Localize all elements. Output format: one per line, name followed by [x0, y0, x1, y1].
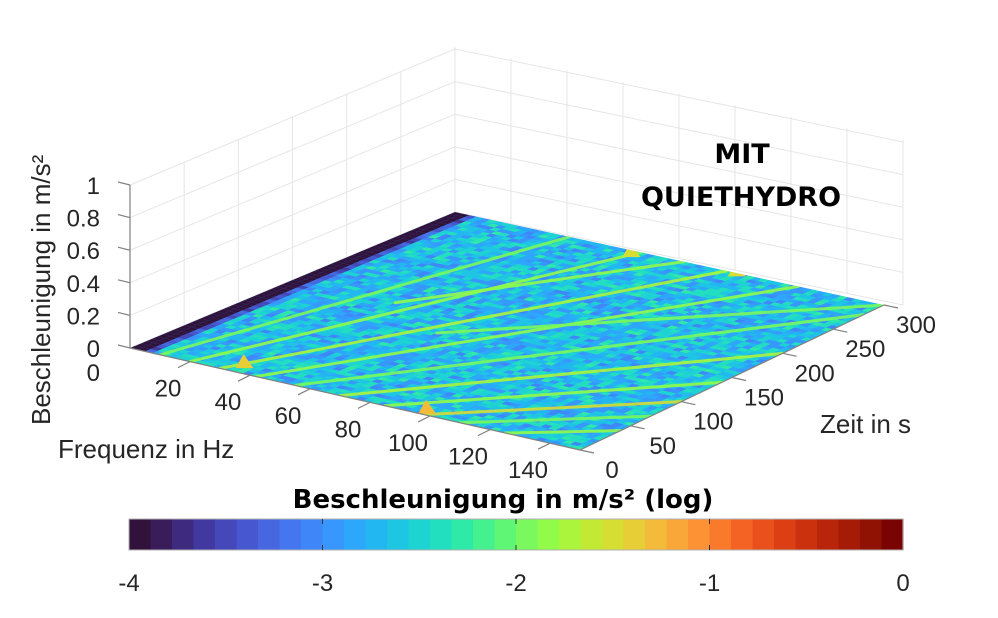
y-tick-label: 50 — [649, 433, 676, 460]
gridlines — [129, 47, 904, 349]
z-tick-label: 0.6 — [67, 238, 100, 265]
colorbar — [129, 519, 904, 550]
z-tick-label: 0 — [87, 360, 100, 387]
colorbar-tick-label: -3 — [312, 570, 333, 597]
x-tick-label: 100 — [388, 430, 428, 457]
y-tick-label: 150 — [744, 385, 784, 412]
z-tick-label: 0.4 — [67, 271, 100, 298]
colorbar-tick-label: -2 — [505, 570, 526, 597]
z-axis-label: Beschleunigung in m/s² — [26, 154, 56, 425]
y-tick-label: 100 — [693, 409, 733, 436]
x-tick-label: 40 — [215, 389, 242, 416]
annotation-line-1: MIT — [714, 139, 770, 170]
y-axis: 0 50 100 150 200 250 300 — [579, 304, 936, 484]
y-axis-label: Zeit in s — [820, 409, 911, 439]
z-axis: 0 0.2 0.4 0.6 0.8 1 0 — [67, 173, 131, 387]
colorbar-tick-label: -1 — [699, 570, 720, 597]
x-tick-label: 60 — [275, 403, 302, 430]
colorbar-ticks: -4 -3 -2 -1 0 — [118, 519, 910, 597]
x-tick-label: 20 — [155, 376, 182, 403]
z-tick-label: 0.2 — [67, 303, 100, 330]
y-tick-label: 300 — [896, 312, 936, 339]
x-tick-label: 80 — [335, 416, 362, 443]
x-axis: 20 40 60 80 100 120 140 — [129, 347, 581, 484]
colorbar-tick-label: 0 — [896, 570, 909, 597]
y-tick-label: 0 — [605, 457, 618, 484]
x-axis-label: Frequenz in Hz — [58, 434, 234, 464]
colorbar-title: Beschleunigung in m/s² (log) — [293, 485, 714, 515]
x-tick-label: 140 — [508, 457, 548, 484]
z-tick-label: 1 — [87, 173, 100, 200]
colorbar-tick-label: -4 — [118, 570, 139, 597]
z-tick-label: 0 — [87, 336, 100, 363]
y-tick-label: 200 — [795, 360, 835, 387]
y-tick-label: 250 — [845, 336, 885, 363]
x-tick-label: 120 — [448, 444, 488, 471]
z-tick-label: 0.8 — [67, 206, 100, 233]
annotation-line-2: QUIETHYDRO — [641, 182, 841, 213]
